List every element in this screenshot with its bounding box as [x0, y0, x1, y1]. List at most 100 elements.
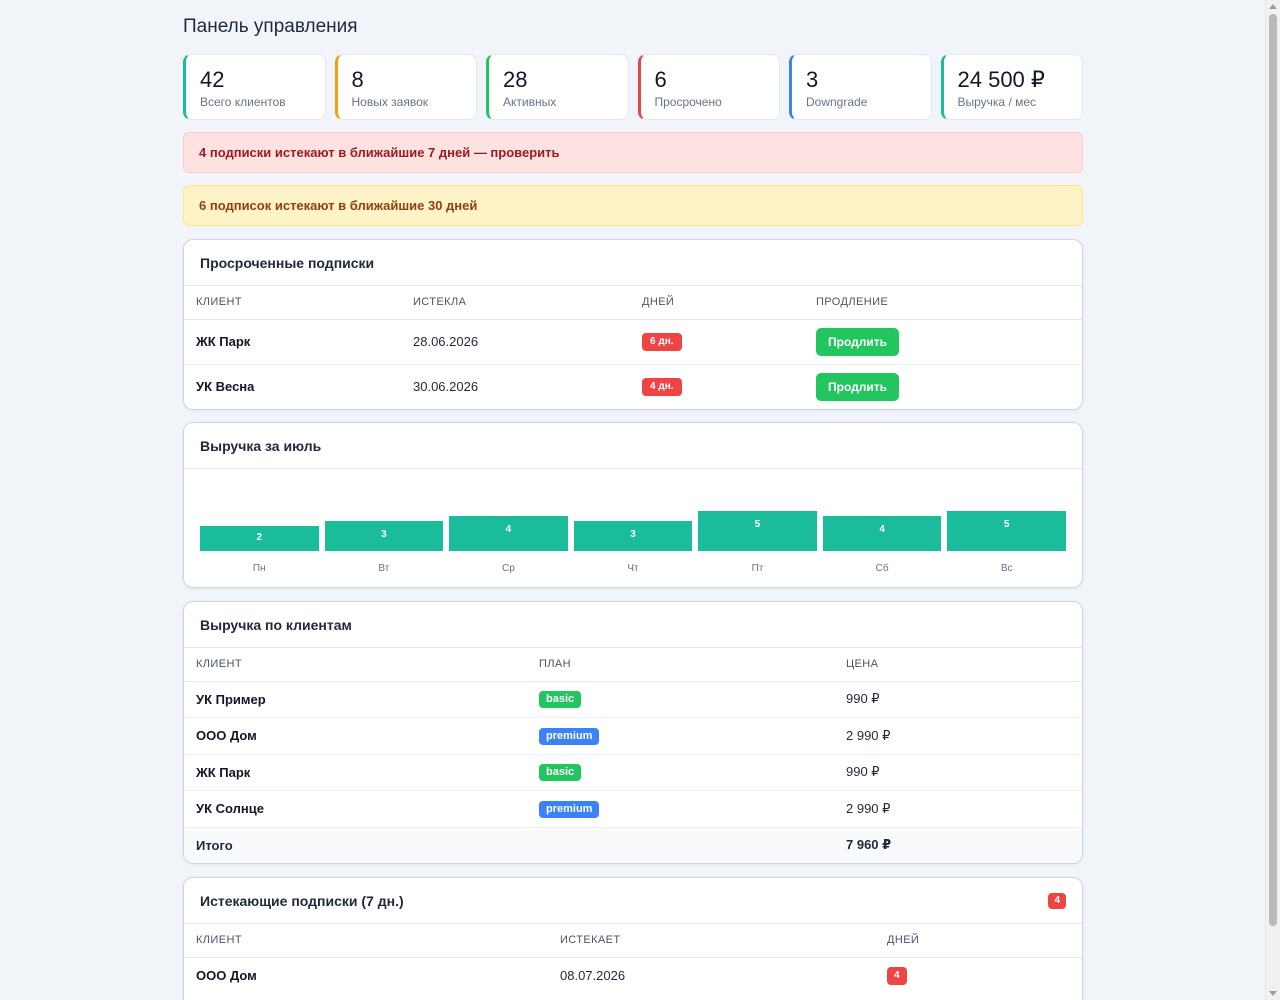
expired-date: 30.06.2026 — [413, 379, 479, 395]
overdue-card: Просроченные подписки КЛИЕНТ ИСТЕКЛА ДНЕ… — [183, 239, 1083, 410]
client-name: ООО Дом — [184, 717, 527, 755]
stat-active[interactable]: 28 Активных — [486, 54, 629, 120]
table-row: ООО Дом 08.07.2026 4 — [184, 957, 1082, 994]
card-title: Выручка за июль — [200, 437, 322, 454]
stat-label: Просрочено — [654, 95, 722, 109]
stat-value: 42 — [200, 67, 225, 92]
chart-bar: 5 — [947, 511, 1066, 551]
client-name: ЖК Парк — [184, 319, 401, 365]
expiring-card: Истекающие подписки (7 дн.) 4 КЛИЕНТ ИСТ… — [183, 877, 1083, 1000]
overdue-table: КЛИЕНТ ИСТЕКЛА ДНЕЙ ПРОДЛЕНИЕ ЖК Парк 28… — [184, 286, 1082, 409]
stat-value: 24 500 ₽ — [957, 67, 1045, 92]
revenue-by-client-table: КЛИЕНТ ПЛАН ЦЕНА УК Пример basic 990 ₽ О… — [184, 648, 1082, 863]
client-name: ООО Дом — [196, 968, 257, 984]
client-name: УК Весна — [196, 379, 255, 395]
column-header: ПРОДЛЕНИЕ — [804, 286, 1082, 320]
client-name: УК Пример — [184, 681, 527, 718]
chart-category-label: Чт — [627, 563, 639, 574]
column-header: ЦЕНА — [834, 648, 1082, 682]
column-header: ИСТЕКАЕТ — [548, 924, 875, 958]
plan-badge: basic — [539, 691, 582, 709]
card-title: Просроченные подписки — [200, 254, 375, 271]
chart-bar: 3 — [324, 521, 444, 551]
scrollbar[interactable] — [1265, 0, 1280, 1000]
client-name: ЖК Парк — [184, 754, 527, 791]
stats-row: 42 Всего клиентов 8 Новых заявок 28 Акти… — [183, 54, 1083, 120]
stat-value: 6 — [654, 67, 667, 92]
column-header: ДНЕЙ — [630, 286, 804, 320]
scroll-up-icon[interactable] — [1269, 4, 1277, 9]
chart-category-label: Ср — [502, 563, 515, 574]
total-value: 7 960 ₽ — [834, 827, 1082, 863]
price: 2 990 ₽ — [834, 717, 1082, 755]
price: 990 ₽ — [834, 681, 1082, 718]
card-header: Истекающие подписки (7 дн.) 4 — [184, 878, 1082, 924]
revenue-bar-chart: 2 Пн 3 Вт 4 Ср 3 Чт 5 Пт 4 Сб 5 Вс — [184, 469, 1082, 587]
stat-value: 3 — [806, 67, 819, 92]
plan-badge: premium — [539, 727, 600, 745]
client-name: УК Солнце — [184, 790, 527, 828]
stat-downgrade[interactable]: 3 Downgrade — [789, 54, 932, 120]
table-row: ЖК Парк 28.06.2026 6 дн. Продлить — [184, 319, 1082, 365]
price: 990 ₽ — [834, 754, 1082, 791]
expiring-count-badge: 4 — [1048, 892, 1066, 909]
revenue-chart-card: Выручка за июль 2 Пн 3 Вт 4 Ср 3 Чт 5 Пт 4 Сб 5 Вс — [183, 422, 1083, 588]
expiring-table: КЛИЕНТ ИСТЕКАЕТ ДНЕЙ ООО Дом 08.07.2026 … — [184, 924, 1082, 994]
chart-bar: 5 — [698, 511, 817, 551]
scroll-down-icon[interactable] — [1269, 991, 1277, 996]
days-badge: 4 дн. — [642, 378, 682, 397]
table-row: УК Солнце premium 2 990 ₽ — [184, 790, 1082, 828]
expires-date: 08.07.2026 — [560, 968, 626, 984]
column-header: КЛИЕНТ — [184, 286, 401, 320]
stat-new-requests[interactable]: 8 Новых заявок — [334, 54, 477, 120]
renew-button[interactable]: Продлить — [816, 372, 899, 401]
price: 2 990 ₽ — [834, 790, 1082, 828]
days-badge: 6 дн. — [642, 333, 682, 351]
chart-category-label: Пт — [751, 563, 764, 574]
stat-total-clients[interactable]: 42 Всего клиентов — [183, 54, 326, 120]
days-badge: 4 — [887, 967, 907, 986]
total-label: Итого — [184, 827, 527, 863]
stat-label: Выручка / мес — [957, 95, 1037, 109]
chart-category-label: Вс — [1000, 563, 1013, 574]
column-header: ПЛАН — [527, 648, 834, 682]
stat-label: Новых заявок — [351, 95, 429, 109]
stat-overdue[interactable]: 6 Просрочено — [637, 54, 780, 120]
page-title: Панель управления — [183, 16, 358, 37]
stat-label: Downgrade — [806, 95, 868, 109]
table-row: ООО Дом premium 2 990 ₽ — [184, 717, 1082, 755]
column-header: ИСТЕКЛА — [401, 286, 630, 320]
alert-expiring-7-days[interactable]: 4 подписки истекают в ближайшие 7 дней —… — [183, 132, 1083, 173]
table-row: ЖК Парк basic 990 ₽ — [184, 754, 1082, 791]
card-title: Выручка по клиентам — [200, 616, 352, 633]
alert-expiring-30-days: 6 подписок истекают в ближайшие 30 дней — [183, 185, 1083, 226]
chart-bar: 4 — [449, 516, 568, 551]
table-row: УК Весна 30.06.2026 4 дн. Продлить — [184, 364, 1082, 409]
chart-bar: 3 — [573, 521, 693, 551]
plan-badge: basic — [539, 764, 582, 782]
revenue-by-client-card: Выручка по клиентам КЛИЕНТ ПЛАН ЦЕНА УК … — [183, 601, 1083, 864]
chart-category-label: Вт — [378, 563, 390, 574]
card-header: Просроченные подписки — [184, 240, 1082, 286]
stat-label: Всего клиентов — [200, 95, 286, 109]
card-title: Истекающие подписки (7 дн.) — [200, 892, 404, 909]
stat-revenue[interactable]: 24 500 ₽ Выручка / мес — [940, 54, 1083, 120]
column-header: КЛИЕНТ — [184, 924, 548, 958]
card-header: Выручка за июль — [184, 423, 1082, 469]
scrollbar-thumb[interactable] — [1269, 14, 1277, 926]
chart-bar: 2 — [200, 526, 319, 551]
stat-value: 8 — [351, 67, 364, 92]
column-header: ДНЕЙ — [875, 924, 1082, 958]
column-header: КЛИЕНТ — [184, 648, 527, 682]
total-row: Итого 7 960 ₽ — [184, 827, 1082, 863]
expired-date: 28.06.2026 — [401, 319, 630, 365]
chart-category-label: Сб — [875, 563, 889, 574]
card-header: Выручка по клиентам — [184, 602, 1082, 648]
chart-category-label: Пн — [252, 563, 266, 574]
renew-button[interactable]: Продлить — [816, 327, 899, 356]
stat-value: 28 — [503, 67, 528, 92]
plan-badge: premium — [539, 800, 600, 818]
stat-label: Активных — [503, 95, 557, 109]
chart-bar: 4 — [822, 516, 942, 551]
table-row: УК Пример basic 990 ₽ — [184, 681, 1082, 718]
